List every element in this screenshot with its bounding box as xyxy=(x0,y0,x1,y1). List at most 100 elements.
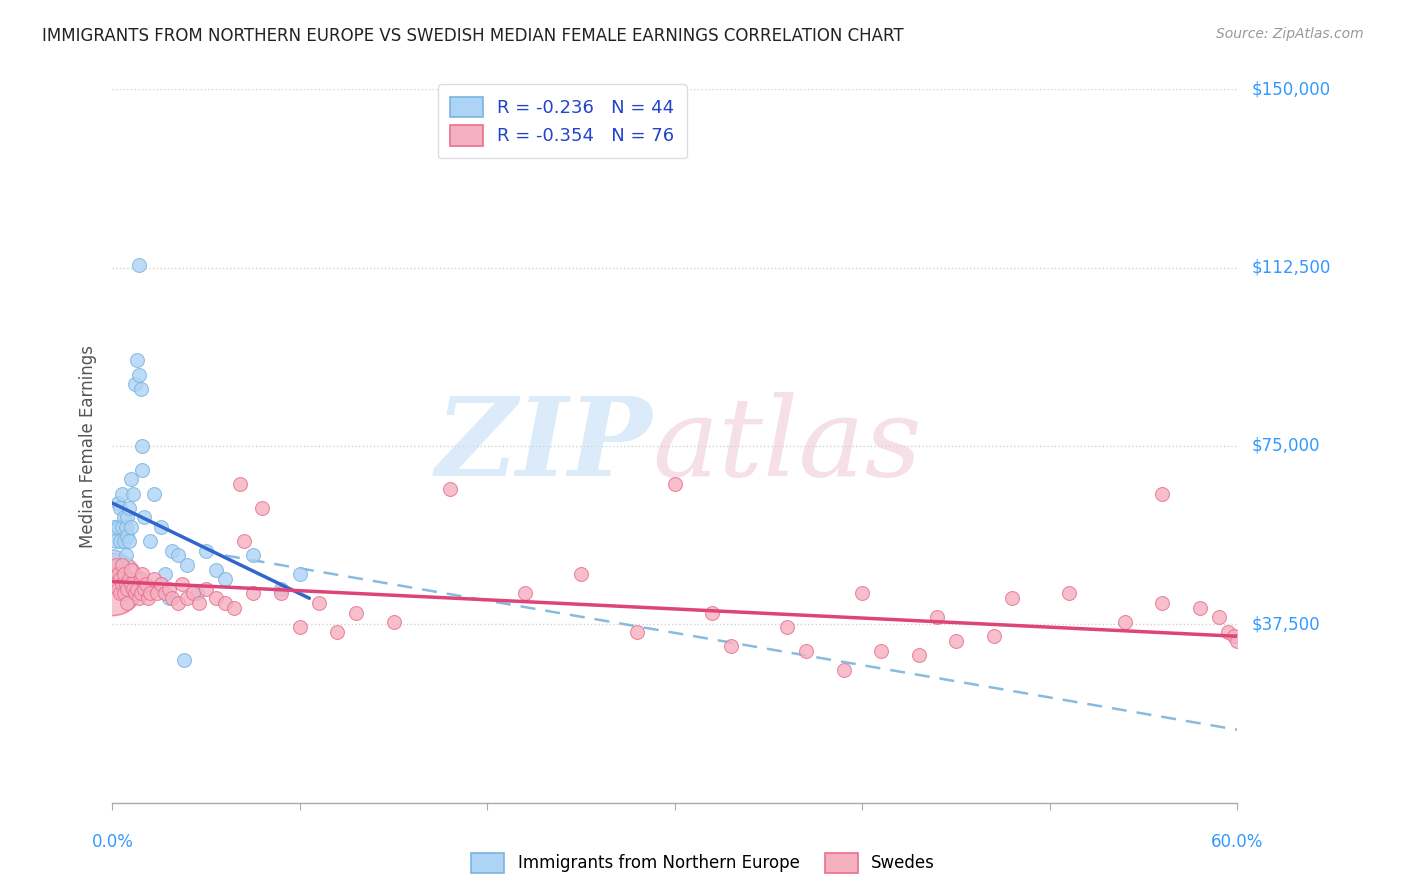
Point xyxy=(128,591,150,606)
Point xyxy=(150,577,173,591)
Point xyxy=(170,577,193,591)
Point xyxy=(118,534,141,549)
Point xyxy=(131,567,153,582)
Point xyxy=(146,586,169,600)
Point xyxy=(270,582,292,596)
Point xyxy=(134,510,156,524)
Point xyxy=(114,520,136,534)
Point xyxy=(344,606,367,620)
Point xyxy=(1057,586,1080,600)
Point xyxy=(204,563,226,577)
Point xyxy=(118,500,141,515)
Point xyxy=(128,368,150,382)
Point xyxy=(326,624,349,639)
Point xyxy=(702,606,724,620)
Point xyxy=(195,543,218,558)
Text: 0.0%: 0.0% xyxy=(91,833,134,851)
Point xyxy=(224,600,246,615)
Text: $150,000: $150,000 xyxy=(1251,80,1330,98)
Point xyxy=(105,558,128,572)
Point xyxy=(870,643,893,657)
Point xyxy=(112,567,135,582)
Point xyxy=(720,639,742,653)
Point xyxy=(1152,486,1174,500)
Point xyxy=(270,586,292,600)
Point xyxy=(626,624,648,639)
Point xyxy=(142,486,165,500)
Point xyxy=(139,534,162,549)
Point xyxy=(111,577,134,591)
Point xyxy=(150,520,173,534)
Point xyxy=(128,258,150,272)
Text: IMMIGRANTS FROM NORTHERN EUROPE VS SWEDISH MEDIAN FEMALE EARNINGS CORRELATION CH: IMMIGRANTS FROM NORTHERN EUROPE VS SWEDI… xyxy=(42,27,904,45)
Text: Source: ZipAtlas.com: Source: ZipAtlas.com xyxy=(1216,27,1364,41)
Point xyxy=(107,520,129,534)
Point xyxy=(117,529,139,543)
Legend: R = -0.236   N = 44, R = -0.354   N = 76: R = -0.236 N = 44, R = -0.354 N = 76 xyxy=(437,84,688,158)
Point xyxy=(569,567,592,582)
Point xyxy=(103,567,125,582)
Point xyxy=(1152,596,1174,610)
Point xyxy=(107,582,129,596)
Text: atlas: atlas xyxy=(652,392,922,500)
Point xyxy=(214,572,236,586)
Point xyxy=(114,549,136,563)
Text: $37,500: $37,500 xyxy=(1251,615,1320,633)
Point xyxy=(232,534,254,549)
Point xyxy=(1188,600,1211,615)
Point xyxy=(111,520,134,534)
Point xyxy=(122,582,145,596)
Point xyxy=(157,582,180,596)
Point xyxy=(134,582,156,596)
Point xyxy=(117,582,139,596)
Point xyxy=(120,563,142,577)
Point xyxy=(108,572,131,586)
Text: 60.0%: 60.0% xyxy=(1211,833,1264,851)
Point xyxy=(139,586,162,600)
Point xyxy=(214,596,236,610)
Point xyxy=(117,596,139,610)
Point xyxy=(288,567,311,582)
Point xyxy=(176,558,198,572)
Point xyxy=(131,439,153,453)
Point xyxy=(187,596,209,610)
Point xyxy=(252,500,274,515)
Point xyxy=(112,534,135,549)
Point xyxy=(439,482,461,496)
Point xyxy=(776,620,799,634)
Point xyxy=(176,591,198,606)
Point xyxy=(1226,634,1249,648)
Point xyxy=(142,572,165,586)
Point xyxy=(122,486,145,500)
Point xyxy=(1001,591,1024,606)
Point xyxy=(851,586,873,600)
Point xyxy=(146,582,169,596)
Point xyxy=(229,477,252,491)
Point xyxy=(131,463,153,477)
Point xyxy=(107,496,129,510)
Point xyxy=(983,629,1005,643)
Point xyxy=(1114,615,1136,629)
Point xyxy=(120,520,142,534)
Point xyxy=(204,591,226,606)
Point xyxy=(107,567,129,582)
Point xyxy=(167,549,190,563)
Legend: Immigrants from Northern Europe, Swedes: Immigrants from Northern Europe, Swedes xyxy=(464,847,942,880)
Point xyxy=(124,377,146,392)
Point xyxy=(125,582,148,596)
Point xyxy=(157,591,180,606)
Point xyxy=(513,586,536,600)
Point xyxy=(118,572,141,586)
Point xyxy=(135,582,157,596)
Point xyxy=(186,586,208,600)
Point xyxy=(117,510,139,524)
Point xyxy=(103,520,125,534)
Point xyxy=(242,549,264,563)
Point xyxy=(242,586,264,600)
Point xyxy=(114,577,136,591)
Point xyxy=(153,567,176,582)
Point xyxy=(1222,629,1244,643)
Point xyxy=(136,591,159,606)
Point xyxy=(153,586,176,600)
Point xyxy=(308,596,330,610)
